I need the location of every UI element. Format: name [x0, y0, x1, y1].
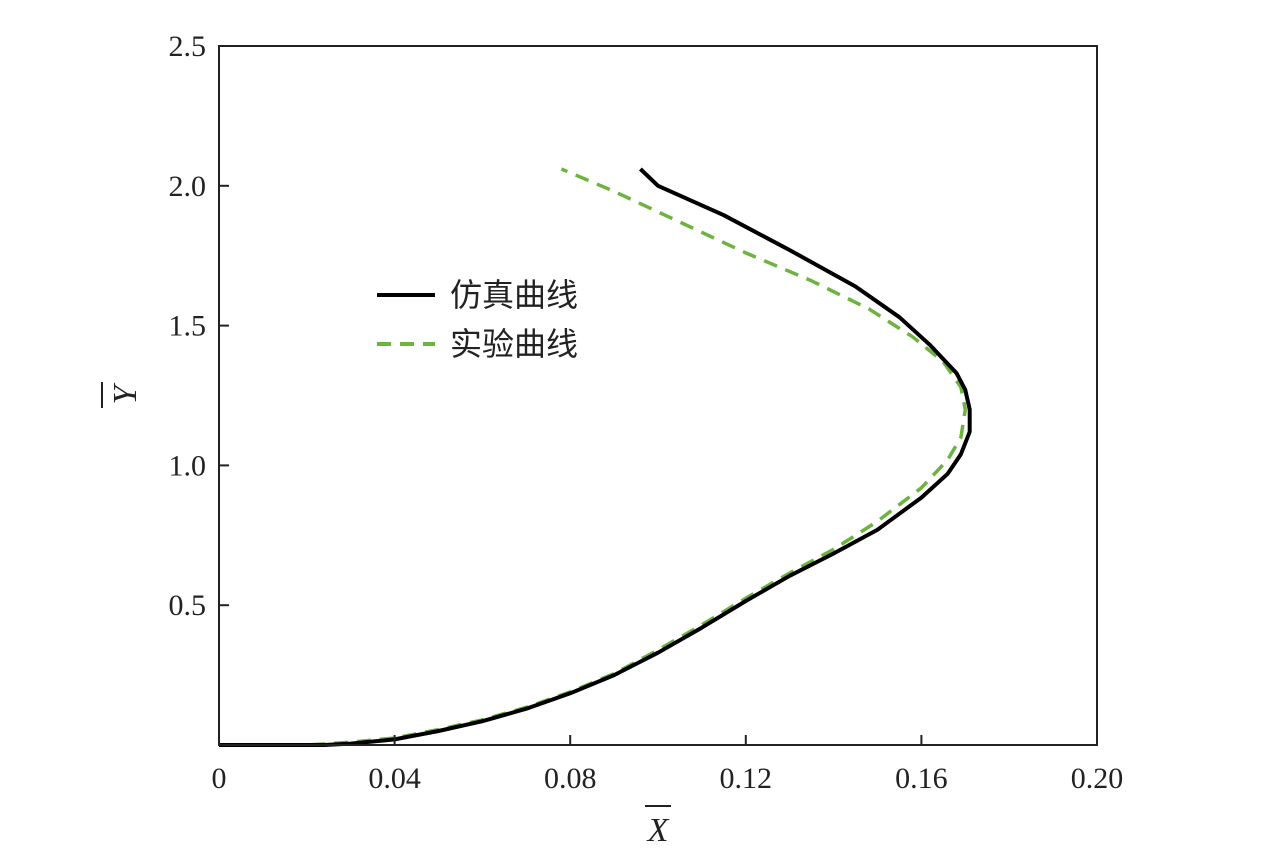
- x-tick-label: 0.04: [368, 762, 421, 795]
- legend-label-experiment: 实验曲线: [450, 325, 578, 363]
- x-tick-label: 0.08: [544, 762, 597, 795]
- ticks-layer: 0 0.04 0.08 0.12 0.16 0.20 0.5 1.0 1.5 2.0 2.5: [169, 30, 1124, 795]
- plot-frame: [218, 45, 1098, 746]
- y-tick-label: 1.0: [169, 449, 207, 482]
- series-line-experiment: [219, 167, 968, 747]
- y-tick-label: 2.0: [169, 170, 207, 203]
- series-line-simulation: [219, 167, 972, 747]
- y-axis-label: Y: [107, 382, 144, 404]
- y-tick-label: 1.5: [169, 310, 207, 343]
- y-tick-label: 2.5: [169, 30, 207, 63]
- x-tick-label: 0.12: [720, 762, 773, 795]
- x-tick-label: 0: [212, 762, 227, 795]
- x-axis-title: X: [645, 805, 671, 849]
- y-axis-title: Y: [101, 382, 144, 408]
- legend: 仿真曲线 实验曲线: [377, 276, 578, 363]
- curves-layer: [219, 167, 972, 747]
- x-axis-label: X: [646, 812, 670, 849]
- x-tick-label: 0.16: [895, 762, 948, 795]
- y-tick-label: 0.5: [169, 589, 207, 622]
- legend-label-simulation: 仿真曲线: [450, 276, 578, 314]
- x-tick-label: 0.20: [1071, 762, 1124, 795]
